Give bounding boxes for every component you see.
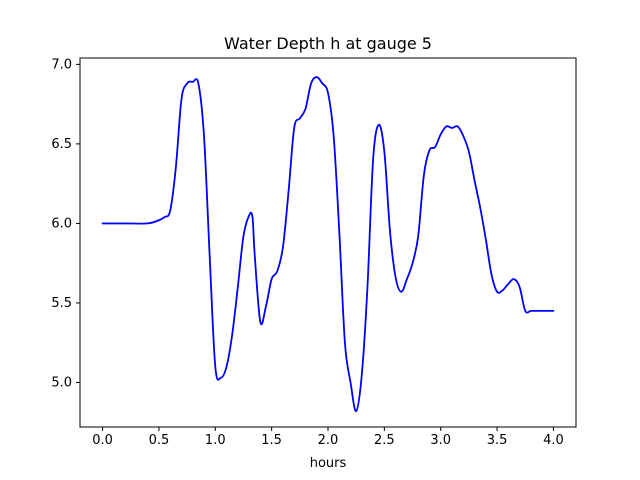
x-tick-label: 4.0 <box>543 433 564 448</box>
y-tick-label: 5.5 <box>51 296 72 311</box>
x-tick-label: 1.5 <box>261 433 282 448</box>
x-tick-label: 2.0 <box>318 433 339 448</box>
x-tick-label: 0.5 <box>149 433 170 448</box>
plot-area-frame <box>79 57 577 428</box>
y-tick-label: 6.5 <box>51 137 72 152</box>
x-axis-label: hours <box>310 456 347 471</box>
x-tick-label: 0.0 <box>92 433 113 448</box>
x-axis-ticks: 0.0 0.5 1.0 1.5 2.0 2.5 3.0 3.5 4.0 <box>92 427 564 448</box>
chart-title: Water Depth h at gauge 5 <box>224 34 432 53</box>
series-layer <box>101 76 555 412</box>
y-axis-ticks: 5.0 5.5 6.0 6.5 7.0 <box>51 57 80 390</box>
y-tick-label: 5.0 <box>51 375 72 390</box>
x-tick-label: 3.5 <box>487 433 508 448</box>
series-line <box>101 76 555 412</box>
y-tick-label: 6.0 <box>51 216 72 231</box>
y-tick-label: 7.0 <box>51 57 72 72</box>
x-tick-label: 1.0 <box>205 433 226 448</box>
x-tick-label: 2.5 <box>374 433 395 448</box>
x-tick-label: 3.0 <box>430 433 451 448</box>
